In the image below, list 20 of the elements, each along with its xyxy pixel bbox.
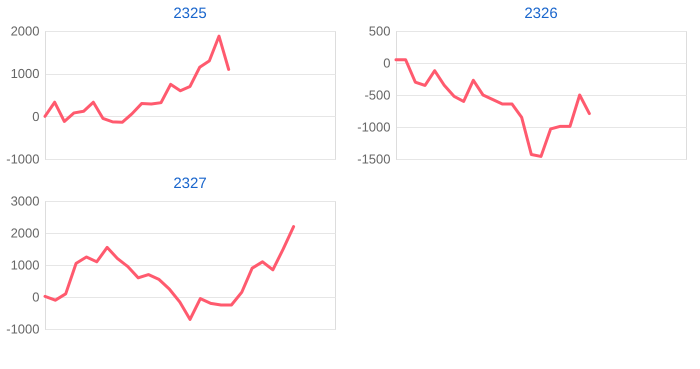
y-tick-label: 3000 bbox=[10, 194, 40, 208]
y-tick-label: 1000 bbox=[10, 66, 40, 82]
y-tick-label: 1000 bbox=[10, 258, 40, 272]
y-tick-label: -1000 bbox=[6, 322, 40, 336]
line-series bbox=[44, 225, 296, 321]
y-tick-label: 500 bbox=[368, 24, 390, 38]
y-tick-label: 0 bbox=[32, 108, 40, 124]
line-series bbox=[44, 34, 230, 124]
y-tick-label: -500 bbox=[364, 88, 390, 102]
y-tick-label: 2000 bbox=[10, 226, 40, 240]
y-tick-label: 2000 bbox=[10, 24, 40, 38]
y-tick-label: -1000 bbox=[6, 152, 40, 166]
y-tick-label: 0 bbox=[383, 56, 390, 70]
y-tick-label: 0 bbox=[32, 290, 40, 304]
chart-title: 2327 bbox=[173, 175, 207, 192]
chart-title: 2326 bbox=[524, 5, 558, 22]
y-tick-label: -1500 bbox=[357, 152, 390, 166]
y-tick-label: -1000 bbox=[357, 120, 390, 134]
chart-title: 2325 bbox=[173, 5, 207, 22]
line-series bbox=[394, 58, 591, 158]
